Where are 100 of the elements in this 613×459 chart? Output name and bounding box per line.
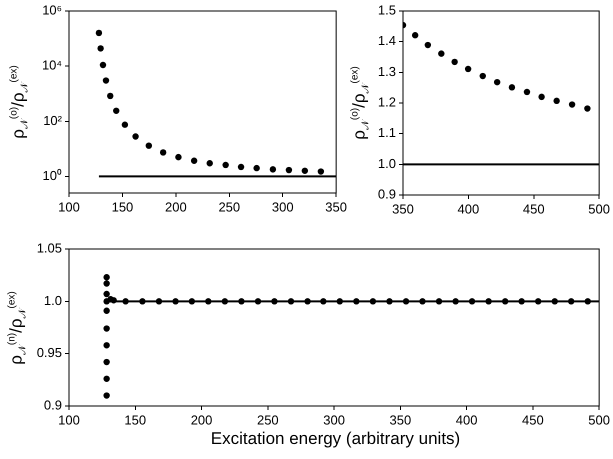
point <box>113 108 120 114</box>
point <box>100 62 106 68</box>
point <box>318 168 324 175</box>
point <box>132 133 139 140</box>
point <box>188 298 196 305</box>
y-tick-label: 0.95 <box>36 345 62 360</box>
point <box>271 298 278 305</box>
point <box>238 164 244 170</box>
x-tick-label: 200 <box>190 412 212 428</box>
point <box>480 72 486 80</box>
y-tick-label: 1.2 <box>378 94 396 110</box>
y-tick-label: 1.5 <box>378 2 396 18</box>
point <box>205 298 212 305</box>
point <box>146 142 152 149</box>
point <box>336 298 343 305</box>
point <box>412 32 418 38</box>
point <box>424 42 432 48</box>
point <box>494 78 500 86</box>
point <box>103 325 110 332</box>
x-tick-label: 350 <box>392 201 414 216</box>
point <box>286 166 292 174</box>
y-tick-label: 0.9 <box>44 398 62 413</box>
point <box>206 160 213 166</box>
point <box>518 298 525 305</box>
y-tick-label: 1.3 <box>378 64 396 79</box>
y-tick-label: 0.9 <box>378 186 396 202</box>
point <box>103 358 110 366</box>
point <box>370 298 376 305</box>
y-tick-label: 1.1 <box>378 125 396 140</box>
point <box>160 149 166 156</box>
x-tick-label: 350 <box>325 199 348 214</box>
point <box>302 168 308 174</box>
point <box>502 298 508 305</box>
point <box>172 298 179 305</box>
point <box>222 162 229 168</box>
point <box>190 158 198 164</box>
point <box>107 92 114 100</box>
point <box>524 88 530 96</box>
point <box>103 290 110 298</box>
point <box>402 298 410 305</box>
x-tick-label: 450 <box>522 412 544 428</box>
point <box>485 298 492 305</box>
y-tick-label: 10⁶ <box>42 2 62 18</box>
x-tick-label: 250 <box>218 199 240 214</box>
x-tick-label: 200 <box>165 199 187 214</box>
point <box>103 376 110 382</box>
point <box>156 298 162 305</box>
y-tick-label: 1.0 <box>44 292 62 308</box>
x-axis-title: Excitation energy (arbitrary units) <box>210 429 460 449</box>
point <box>175 154 182 160</box>
point <box>534 298 542 305</box>
y-tick-label: 1.05 <box>36 240 62 256</box>
point <box>103 392 110 399</box>
point <box>103 280 110 287</box>
point <box>568 101 576 108</box>
x-tick-label: 450 <box>522 201 545 216</box>
point <box>97 45 104 52</box>
point <box>222 298 228 305</box>
x-tick-label: 300 <box>272 199 294 214</box>
y-tick-label: 10² <box>43 112 63 128</box>
point <box>122 122 128 128</box>
y-tick-label: 10⁰ <box>42 168 62 183</box>
point <box>584 105 591 112</box>
point <box>102 77 110 84</box>
point <box>553 98 560 104</box>
x-tick-label: 350 <box>389 412 412 428</box>
point <box>304 298 311 305</box>
y-tick-label: 10⁴ <box>42 58 62 73</box>
point <box>139 298 146 305</box>
x-tick-label: 300 <box>323 412 345 428</box>
point <box>584 298 591 305</box>
point <box>419 298 426 305</box>
point <box>552 298 558 305</box>
y-tick-label: 1.0 <box>378 156 396 171</box>
point <box>452 298 459 305</box>
point <box>103 342 110 348</box>
point <box>253 164 260 172</box>
point <box>103 274 110 280</box>
point <box>438 50 445 57</box>
point <box>451 58 458 66</box>
point <box>436 298 442 305</box>
point <box>110 297 117 304</box>
point <box>568 298 574 305</box>
point <box>386 298 393 305</box>
x-tick-label: 500 <box>588 412 610 428</box>
point <box>353 298 360 305</box>
x-tick-label: 500 <box>588 201 610 216</box>
point <box>103 308 110 314</box>
point <box>288 298 294 305</box>
x-tick-label: 100 <box>58 199 80 214</box>
point <box>254 298 262 305</box>
x-tick-label: 400 <box>456 412 478 428</box>
point <box>538 94 545 100</box>
x-tick-label: 150 <box>124 412 146 428</box>
x-tick-label: 100 <box>58 412 80 428</box>
point <box>96 30 102 36</box>
x-tick-label: 400 <box>458 201 480 216</box>
point <box>270 166 276 173</box>
point <box>320 298 327 305</box>
y-tick-label: 1.4 <box>378 33 396 48</box>
